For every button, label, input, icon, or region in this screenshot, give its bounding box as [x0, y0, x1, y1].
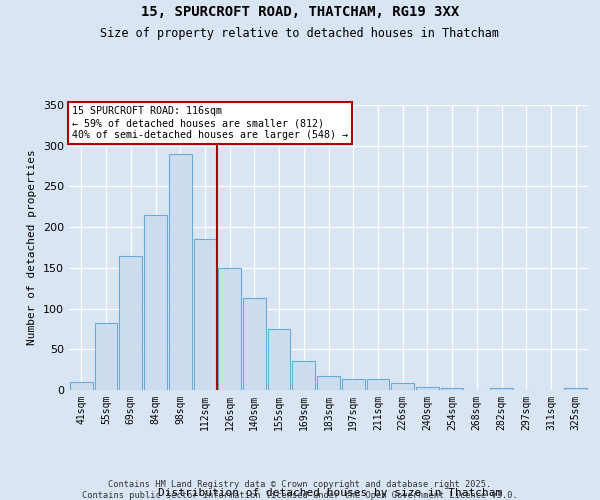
- Bar: [169, 154, 191, 390]
- Bar: [564, 388, 587, 390]
- Bar: [119, 256, 142, 390]
- Bar: [317, 376, 340, 390]
- Bar: [416, 386, 439, 390]
- Bar: [292, 360, 315, 390]
- Bar: [194, 240, 216, 390]
- Bar: [268, 329, 290, 390]
- Bar: [391, 382, 414, 390]
- Bar: [218, 268, 241, 390]
- Bar: [243, 298, 266, 390]
- Text: Distribution of detached houses by size in Thatcham: Distribution of detached houses by size …: [158, 488, 502, 498]
- Text: 15 SPURCROFT ROAD: 116sqm
← 59% of detached houses are smaller (812)
40% of semi: 15 SPURCROFT ROAD: 116sqm ← 59% of detac…: [71, 106, 347, 140]
- Y-axis label: Number of detached properties: Number of detached properties: [28, 150, 37, 346]
- Text: Contains HM Land Registry data © Crown copyright and database right 2025.
Contai: Contains HM Land Registry data © Crown c…: [82, 480, 518, 500]
- Text: 15, SPURCROFT ROAD, THATCHAM, RG19 3XX: 15, SPURCROFT ROAD, THATCHAM, RG19 3XX: [141, 5, 459, 19]
- Bar: [70, 382, 93, 390]
- Bar: [490, 388, 513, 390]
- Bar: [342, 380, 365, 390]
- Text: Size of property relative to detached houses in Thatcham: Size of property relative to detached ho…: [101, 28, 499, 40]
- Bar: [95, 323, 118, 390]
- Bar: [441, 388, 463, 390]
- Bar: [144, 215, 167, 390]
- Bar: [367, 380, 389, 390]
